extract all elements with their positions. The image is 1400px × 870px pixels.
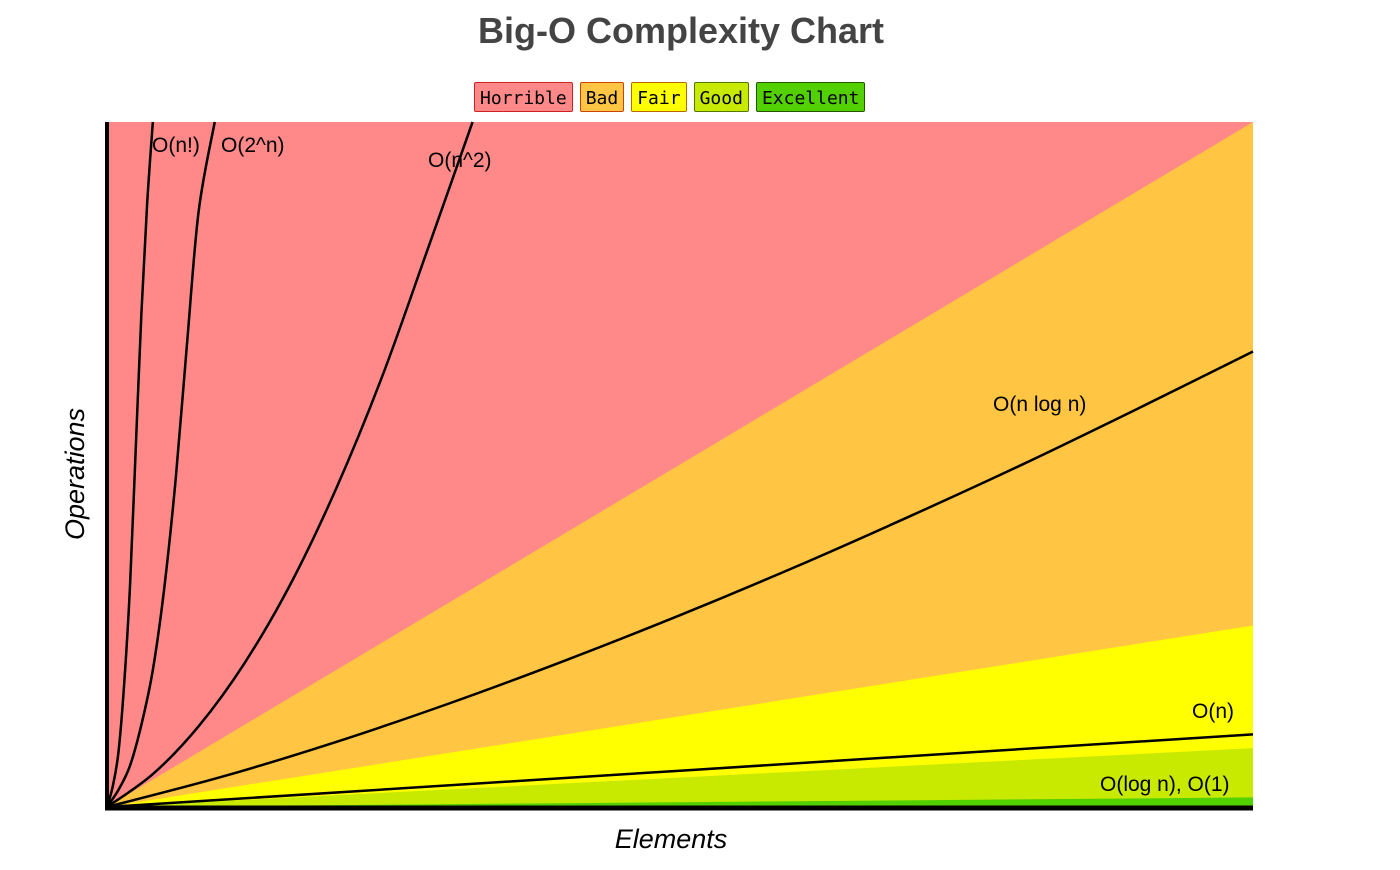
chart-title: Big-O Complexity Chart (477, 10, 885, 51)
region-fair (107, 625, 1253, 807)
y-axis-label: Operations (60, 408, 90, 540)
axes (105, 122, 1253, 811)
curve-o-n (106, 733, 1254, 809)
region-excellent (107, 797, 1253, 807)
curve-o-n (105, 121, 155, 808)
curve-label-factorial: O(n!) (152, 134, 200, 157)
complexity-regions (107, 122, 1253, 807)
curve-label-exponential: O(2^n) (221, 134, 285, 157)
legend-item-good: Good (693, 82, 749, 112)
curve-o-n-2 (106, 121, 474, 809)
legend-item-fair: Fair (631, 82, 687, 112)
curve-labels: O(n!) O(2^n) O(n^2) O(n log n) O(n) O(lo… (152, 134, 1234, 796)
curve-o-n-log-n (106, 350, 1254, 809)
legend: Horrible Bad Fair Good Excellent (474, 82, 866, 112)
curve-o-2-n (105, 121, 216, 808)
curve-label-log-constant: O(log n), O(1) (1100, 773, 1230, 796)
region-bad (107, 122, 1253, 807)
curve-label-linearithmic: O(n log n) (993, 393, 1086, 416)
curve-label-quadratic: O(n^2) (428, 149, 492, 172)
region-good (107, 748, 1253, 807)
curve-label-linear: O(n) (1192, 700, 1234, 723)
legend-item-excellent: Excellent (755, 82, 866, 112)
legend-item-bad: Bad (579, 82, 625, 112)
x-axis-label: Elements (615, 824, 728, 854)
legend-item-horrible: Horrible (474, 82, 573, 112)
